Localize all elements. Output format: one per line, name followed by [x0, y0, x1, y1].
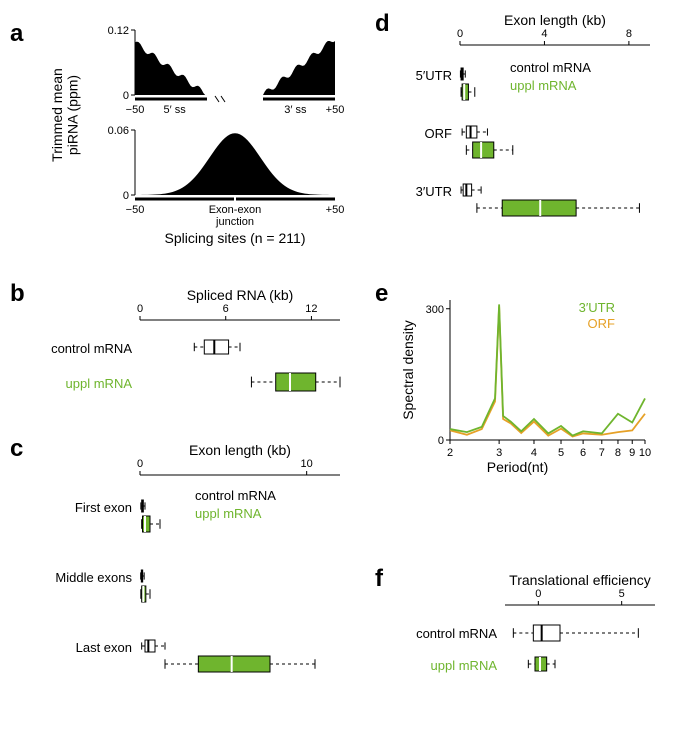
svg-text:ORF: ORF — [588, 316, 616, 331]
svg-text:uppl mRNA: uppl mRNA — [66, 376, 133, 391]
panel-e-chart: Spectral density 0 300 2 3 4 5 6 789 10 Period(nt)… — [395, 280, 670, 480]
svg-text:Spectral density: Spectral density — [400, 320, 416, 420]
svg-text:10: 10 — [301, 458, 313, 470]
svg-text:Exon-exonjunction: Exon-exonjunction — [209, 204, 262, 228]
panel-a-chart: Trimmed meanpiRNA (ppm) 0.12 0 −50 5′ ss 3′ s… — [40, 20, 340, 240]
svg-text:Last exon: Last exon — [76, 640, 132, 655]
svg-text:5: 5 — [619, 588, 625, 600]
svg-text:uppl mRNA: uppl mRNA — [510, 78, 577, 93]
svg-text:+50: +50 — [326, 204, 345, 216]
svg-text:0: 0 — [438, 435, 444, 447]
svg-text:0: 0 — [137, 458, 143, 470]
svg-text:−50: −50 — [126, 204, 145, 216]
svg-text:0.12: 0.12 — [108, 25, 129, 37]
svg-text:3′UTR: 3′UTR — [579, 300, 615, 315]
svg-text:−50: −50 — [126, 104, 145, 116]
svg-text:4: 4 — [541, 28, 547, 40]
svg-text:0: 0 — [137, 303, 143, 315]
svg-text:ORF: ORF — [425, 126, 453, 141]
svg-text:Exon length (kb): Exon length (kb) — [189, 442, 291, 458]
svg-text:5: 5 — [558, 447, 564, 459]
svg-text:Spliced RNA (kb): Spliced RNA (kb) — [187, 287, 294, 303]
svg-text:5′UTR: 5′UTR — [416, 68, 452, 83]
svg-text:0.06: 0.06 — [108, 125, 129, 137]
svg-text:Exon length (kb): Exon length (kb) — [504, 12, 606, 28]
svg-text:control mRNA: control mRNA — [51, 341, 132, 356]
svg-text:4: 4 — [531, 447, 537, 459]
svg-text:2: 2 — [447, 447, 453, 459]
svg-text:uppl mRNA: uppl mRNA — [431, 658, 498, 673]
svg-text:Translational efficiency: Translational efficiency — [509, 572, 651, 588]
svg-text:First exon: First exon — [75, 500, 132, 515]
svg-text:12: 12 — [305, 303, 317, 315]
panel-d-label: d — [375, 10, 390, 38]
panel-c-label: c — [10, 435, 23, 463]
svg-text:3: 3 — [496, 447, 502, 459]
svg-text:uppl mRNA: uppl mRNA — [195, 506, 262, 521]
panel-f-chart: Translational efficiency0 5 control mRNA up… — [390, 570, 670, 710]
svg-text:10: 10 — [639, 447, 651, 459]
svg-text:Trimmed meanpiRNA (ppm): Trimmed meanpiRNA (ppm) — [49, 68, 80, 162]
svg-text:control mRNA: control mRNA — [195, 488, 276, 503]
svg-text:3′UTR: 3′UTR — [416, 184, 452, 199]
svg-text:control mRNA: control mRNA — [510, 60, 591, 75]
svg-text:300: 300 — [426, 304, 444, 316]
svg-text:7: 7 — [599, 447, 605, 459]
panel-e-label: e — [375, 280, 388, 308]
panel-f-label: f — [375, 565, 383, 593]
svg-text:9: 9 — [629, 447, 635, 459]
svg-text:Period(nt): Period(nt) — [487, 459, 548, 475]
svg-text:8: 8 — [615, 447, 621, 459]
svg-text:6: 6 — [223, 303, 229, 315]
svg-text:Middle exons: Middle exons — [55, 570, 132, 585]
panel-b-label: b — [10, 280, 25, 308]
svg-text:0: 0 — [457, 28, 463, 40]
panel-c-chart: Exon length (kb) 0 10 control mRNA uppl mRNA… — [30, 440, 360, 720]
svg-text:+50: +50 — [326, 104, 345, 116]
svg-text:3′ ss: 3′ ss — [284, 104, 307, 116]
svg-text:6: 6 — [580, 447, 586, 459]
panel-a-label: a — [10, 20, 23, 48]
svg-text:8: 8 — [626, 28, 632, 40]
panel-d-chart: Exon length (kb) 0 4 8 control mRNA uppl mRNA… — [390, 10, 670, 240]
svg-text:0: 0 — [535, 588, 541, 600]
panel-b-chart: Spliced RNA (kb) 0 6 12 control mRNA uppl mRN… — [30, 285, 360, 415]
svg-text:5′ ss: 5′ ss — [163, 104, 186, 116]
svg-text:0: 0 — [123, 190, 129, 202]
svg-text:Splicing sites (n = 211): Splicing sites (n = 211) — [165, 230, 306, 246]
svg-text:0: 0 — [123, 90, 129, 102]
svg-text:control mRNA: control mRNA — [416, 626, 497, 641]
